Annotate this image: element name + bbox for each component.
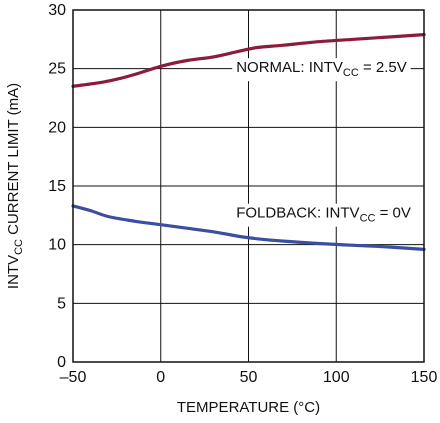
x-tick-labels: –50 0 50 100 150 [60,369,438,386]
annotation-suffix: = 0V [375,205,410,222]
annotation-prefix: FOLDBACK: INTV [236,205,359,222]
x-axis-title: TEMPERATURE (°C) [177,399,320,416]
y-tick-label: 20 [48,119,66,136]
annotation-foldback: FOLDBACK: INTVCC = 0V [236,205,411,225]
y-tick-label: 30 [48,2,66,19]
annotation-background [232,203,415,227]
y-tick-label: 10 [48,237,66,254]
y-axis-title-rest: CURRENT LIMIT (mA) [5,83,22,239]
x-tick-label: 150 [411,369,438,386]
y-tick-label: 5 [57,295,66,312]
annotation-background [232,58,411,82]
annotation-suffix: = 2.5V [359,59,407,76]
x-tick-label: –50 [60,369,87,386]
y-axis-title-sub: CC [13,239,25,255]
annotation-prefix: NORMAL: INTV [236,59,343,76]
x-tick-label: 100 [323,369,350,386]
annotation-normal: NORMAL: INTVCC = 2.5V [236,59,407,79]
y-tick-label: 0 [57,354,66,371]
x-tick-label: 0 [156,369,165,386]
y-tick-label: 15 [48,178,66,195]
series-line-normal [71,33,426,88]
series-lines [71,33,426,251]
y-tick-labels: 0 5 10 15 20 25 30 [48,2,66,371]
plot-frame [72,9,425,363]
series-line-foldback [71,204,426,251]
annotation-sub: CC [360,213,376,225]
y-axis-title: INTVCC CURRENT LIMIT (mA) [5,83,25,289]
x-tick-label: 50 [240,369,258,386]
y-axis-title-main: INTV [5,255,22,289]
y-tick-label: 25 [48,61,66,78]
annotation-sub: CC [343,67,359,79]
